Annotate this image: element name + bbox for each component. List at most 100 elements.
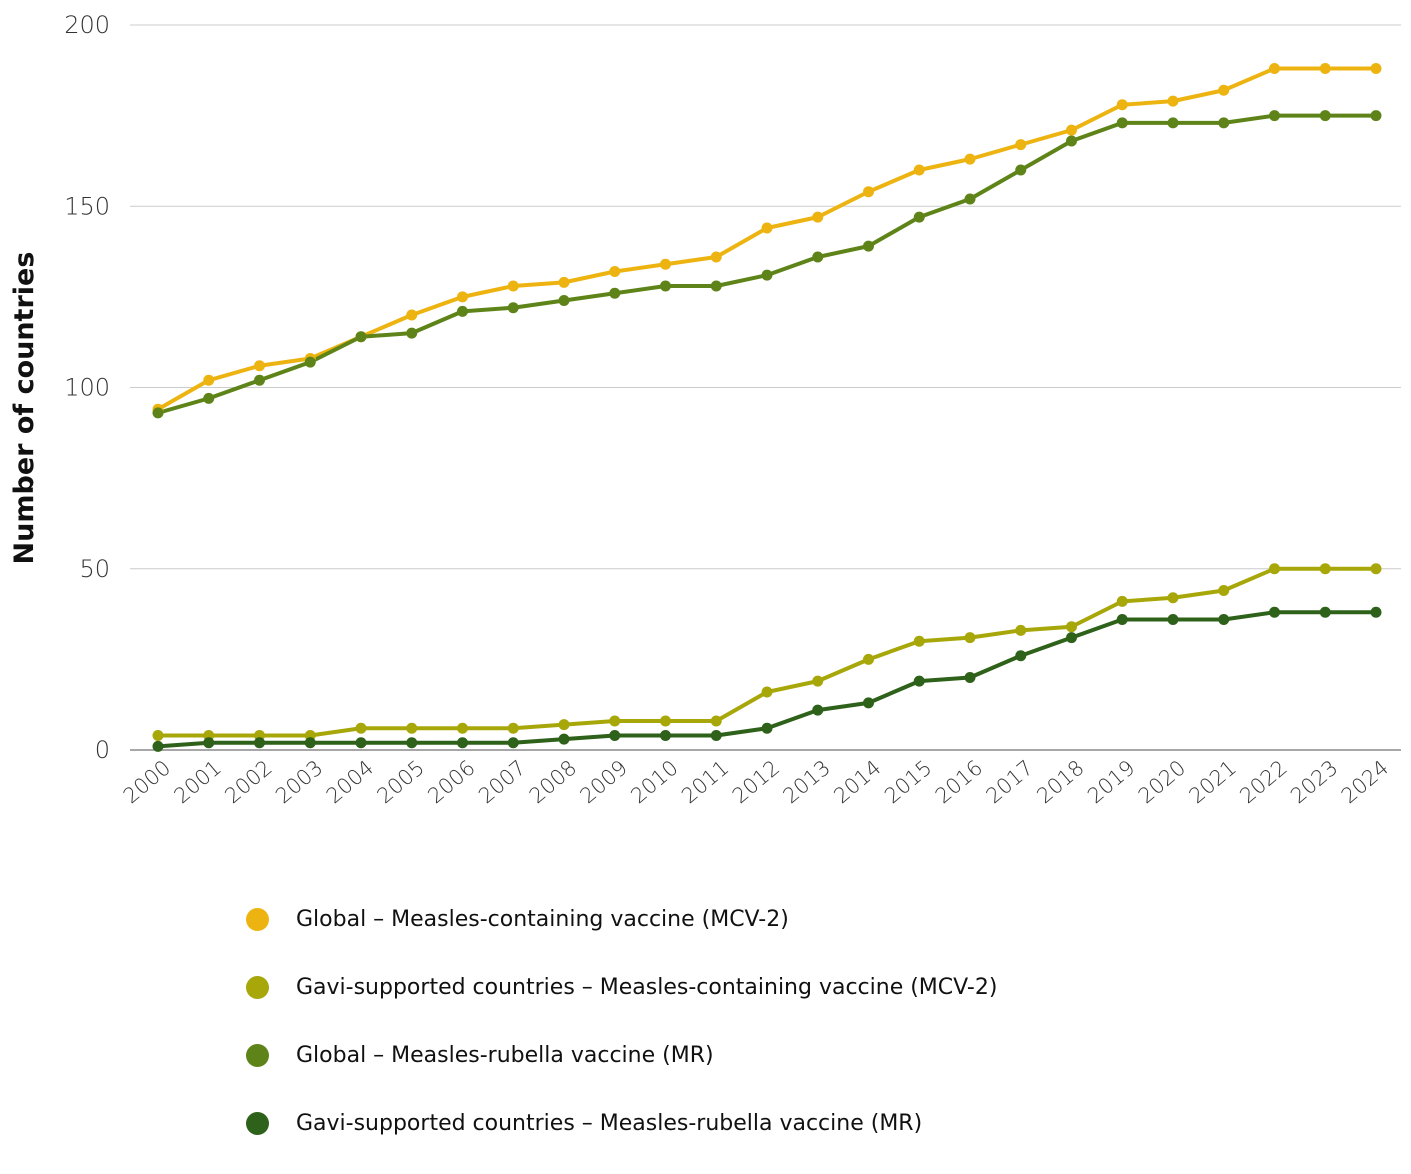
series-points	[152, 63, 1382, 752]
y-tick-label: 150	[64, 192, 110, 220]
data-point	[1218, 614, 1230, 625]
data-point	[1116, 614, 1128, 625]
data-point	[406, 722, 418, 734]
data-point	[1319, 63, 1331, 74]
legend: Global – Measles-containing vaccine (MCV…	[246, 902, 1346, 1174]
data-point	[964, 153, 976, 165]
x-tick-label: 2015	[880, 755, 936, 808]
x-tick-label: 2022	[1235, 755, 1291, 808]
x-tick-label: 2011	[677, 755, 733, 808]
data-point	[761, 222, 773, 234]
data-point	[152, 407, 164, 419]
x-tick-label: 2008	[525, 755, 581, 808]
data-point	[761, 269, 773, 281]
data-point	[507, 722, 519, 734]
x-tick-label: 2003	[271, 755, 327, 808]
data-point	[1269, 606, 1280, 618]
series-lines	[157, 66, 1376, 749]
data-point	[457, 737, 468, 749]
legend-item: Global – Measles-rubella vaccine (MR)	[246, 1038, 1346, 1072]
legend-label: Gavi-supported countries – Measles-rubel…	[296, 1110, 923, 1136]
data-point	[1370, 563, 1382, 575]
data-point	[457, 291, 468, 303]
series-line-2	[158, 566, 1376, 738]
data-point	[1269, 63, 1280, 74]
series-line-1	[157, 66, 1376, 411]
series-line-3	[157, 113, 1376, 415]
data-point	[507, 737, 519, 749]
data-point	[812, 211, 824, 223]
data-point	[254, 360, 265, 372]
data-point	[710, 715, 722, 727]
data-point	[355, 331, 367, 343]
x-tick-label: 2017	[982, 755, 1038, 808]
data-point	[660, 258, 671, 270]
data-point	[964, 632, 976, 644]
x-tick-label: 2000	[119, 755, 175, 808]
data-point	[304, 737, 316, 749]
data-point	[812, 704, 824, 716]
legend-item: Global – Measles-containing vaccine (MCV…	[246, 902, 1346, 936]
gridlines	[130, 24, 1401, 751]
data-point	[558, 276, 570, 288]
data-point	[507, 280, 519, 292]
data-point	[1066, 124, 1077, 136]
data-point	[964, 672, 976, 683]
x-tick-label: 2004	[322, 755, 378, 808]
data-point	[152, 730, 164, 741]
x-tick-label: 2001	[170, 755, 226, 808]
x-tick-label: 2007	[474, 755, 530, 808]
data-point	[254, 737, 265, 749]
data-point	[1015, 164, 1027, 176]
y-axis-label: Number of countries	[9, 252, 40, 565]
data-point	[304, 356, 316, 368]
data-point	[913, 675, 925, 687]
data-point	[1167, 614, 1179, 625]
legend-item: Gavi-supported countries – Measles-conta…	[246, 970, 1346, 1004]
data-point	[1319, 110, 1331, 122]
x-tick-label: 2019	[1083, 755, 1139, 808]
data-point	[457, 305, 468, 317]
data-point	[609, 287, 621, 299]
data-point	[1116, 117, 1128, 129]
data-point	[558, 295, 570, 306]
data-point	[863, 653, 874, 665]
data-point	[710, 251, 722, 263]
x-tick-label: 2006	[423, 755, 479, 808]
legend-swatch	[246, 907, 269, 931]
data-point	[1269, 110, 1280, 122]
data-point	[1015, 624, 1027, 636]
x-tick-label: 2018	[1032, 755, 1088, 808]
data-point	[457, 722, 468, 734]
legend-swatch	[246, 975, 269, 999]
y-tick-label: 50	[79, 555, 110, 583]
legend-item: Gavi-supported countries – Measles-rubel…	[246, 1106, 1346, 1140]
data-point	[1167, 117, 1179, 129]
x-tick-label: 2014	[829, 755, 885, 808]
x-tick-label: 2005	[373, 755, 429, 808]
x-tick-label: 2010	[626, 755, 682, 808]
data-point	[1370, 63, 1382, 74]
data-point	[913, 635, 925, 647]
y-tick-labels: 0 50 100 150 200	[64, 11, 110, 764]
data-point	[406, 327, 418, 339]
legend-label: Global – Measles-rubella vaccine (MR)	[296, 1042, 714, 1068]
data-point	[1015, 139, 1027, 151]
data-point	[406, 309, 418, 321]
x-tick-label: 2013	[779, 755, 835, 808]
x-tick-label: 2024	[1337, 755, 1393, 808]
x-tick-label: 2016	[931, 755, 987, 808]
x-tick-label: 2012	[728, 755, 784, 808]
data-point	[964, 193, 976, 205]
data-point	[812, 251, 824, 263]
data-point	[761, 722, 773, 734]
data-point	[1319, 606, 1331, 618]
data-point	[660, 730, 671, 741]
data-point	[913, 164, 925, 176]
data-point	[812, 675, 824, 687]
legend-swatch	[246, 1043, 269, 1067]
data-point	[913, 211, 925, 223]
data-point	[1116, 99, 1128, 111]
x-tick-label: 2023	[1286, 755, 1342, 808]
data-point	[558, 733, 570, 745]
